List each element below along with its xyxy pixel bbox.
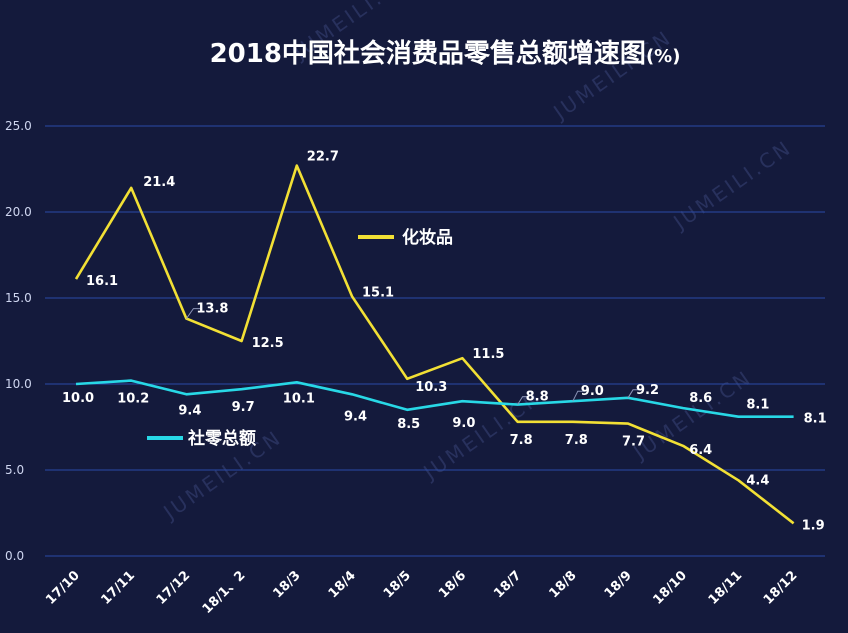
y-tick-label: 10.0 (5, 377, 32, 391)
data-label-retail-total: 8.1 (746, 398, 769, 413)
x-tick-label: 18/11 (706, 568, 746, 608)
x-tick-label: 17/10 (43, 568, 83, 608)
data-label-cosmetics: 10.3 (415, 380, 447, 395)
data-label-cosmetics: 21.4 (143, 175, 175, 190)
data-label-cosmetics: 1.9 (802, 518, 825, 533)
data-label-retail-total: 10.0 (62, 391, 94, 406)
label-leader-line (627, 389, 640, 399)
data-labels: 16.1 21.4 13.8 12.5 22.7 15.1 10.3 11.5 7.8 7.8 7.… (62, 150, 827, 534)
data-label-retail-total: 9.2 (636, 383, 659, 398)
x-tick-label: 18/4 (326, 568, 359, 601)
y-tick-label: 5.0 (5, 463, 24, 477)
x-tick-label: 17/12 (154, 568, 194, 608)
data-label-retail-total: 8.5 (397, 417, 420, 432)
data-label-retail-total: 9.0 (452, 416, 475, 431)
x-tick-label: 18/12 (761, 568, 801, 608)
data-label-cosmetics: 7.8 (510, 433, 533, 448)
legend: 化妆品 社零总额 (147, 227, 453, 449)
x-axis-ticks: 17/10 17/11 17/12 18/1、2 18/3 18/4 18/5 18/6 18/… (43, 568, 800, 617)
data-label-retail-total: 10.1 (283, 391, 315, 406)
data-label-cosmetics: 13.8 (196, 302, 228, 317)
legend-label-retail-total: 社零总额 (187, 428, 256, 449)
x-tick-label: 18/5 (381, 568, 414, 601)
data-label-retail-total: 8.8 (526, 390, 549, 405)
series-line-cosmetics (74, 164, 795, 525)
series-line-retail-total (75, 379, 794, 419)
label-leader-line (517, 396, 530, 405)
x-tick-label: 18/9 (602, 568, 635, 601)
label-leader-line (572, 390, 585, 402)
data-label-cosmetics: 11.5 (472, 347, 504, 362)
chart-title-main: 2018中国社会消费品零售总额增速图 (210, 38, 646, 69)
watermark-text: JUMEILI.CN (667, 135, 796, 235)
x-tick-label: 18/7 (491, 568, 524, 601)
x-tick-label: 18/10 (650, 568, 690, 608)
data-label-retail-total: 10.2 (117, 392, 149, 407)
y-tick-label: 15.0 (5, 291, 32, 305)
label-leader-line (185, 308, 201, 319)
data-label-cosmetics: 7.8 (565, 433, 588, 448)
chart-title-unit: (%) (646, 46, 681, 67)
y-tick-label: 20.0 (5, 205, 32, 219)
data-label-cosmetics: 12.5 (252, 336, 284, 351)
data-label-retail-total: 9.0 (581, 384, 604, 399)
data-label-cosmetics: 15.1 (362, 285, 394, 300)
data-label-retail-total: 8.1 (804, 412, 827, 427)
y-axis-ticks: 0.0 5.0 10.0 15.0 20.0 25.0 (5, 119, 32, 563)
data-label-cosmetics: 7.7 (622, 435, 645, 450)
gridlines (45, 125, 825, 557)
x-tick-label: 18/3 (270, 568, 303, 601)
data-label-cosmetics: 6.4 (689, 443, 712, 458)
x-tick-label: 17/11 (98, 568, 138, 608)
legend-label-cosmetics: 化妆品 (402, 227, 453, 248)
y-tick-label: 25.0 (5, 119, 32, 133)
x-tick-label: 18/8 (546, 568, 579, 601)
data-label-cosmetics: 22.7 (307, 150, 339, 165)
series-lines (74, 164, 795, 525)
data-label-cosmetics: 4.4 (746, 473, 769, 488)
chart-title: 2018中国社会消费品零售总额增速图(%) (210, 38, 681, 69)
x-tick-label: 18/6 (436, 568, 469, 601)
data-label-retail-total: 9.4 (344, 409, 367, 424)
data-label-retail-total: 8.6 (689, 391, 712, 406)
data-label-retail-total: 9.4 (178, 403, 201, 418)
y-tick-label: 0.0 (5, 549, 24, 563)
data-label-retail-total: 9.7 (232, 400, 255, 415)
x-tick-label: 18/1、2 (200, 568, 249, 617)
data-label-cosmetics: 16.1 (86, 274, 118, 289)
